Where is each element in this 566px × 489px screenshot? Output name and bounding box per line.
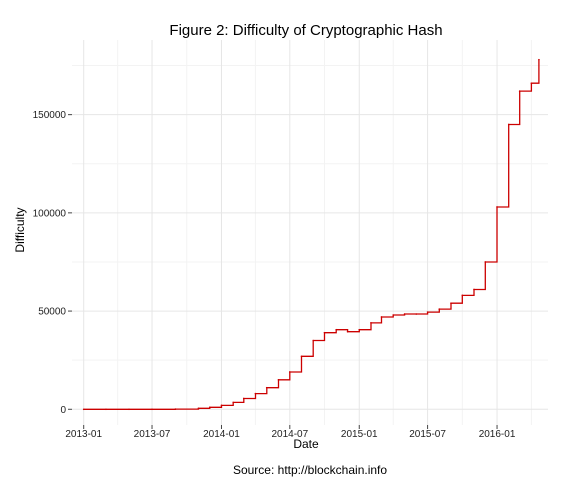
source-caption: Source: http://blockchain.info (233, 463, 387, 477)
data-point (538, 58, 540, 61)
y-tick-label: 100000 (33, 208, 67, 219)
data-point (208, 406, 211, 409)
data-point (335, 328, 338, 331)
x-axis-label: Date (293, 437, 319, 451)
data-point (323, 331, 326, 334)
x-axis-ticks: 2013-01 2013-07 2014-01 2014-07 2015-01 2015-… (65, 425, 516, 440)
x-tick-label: 2014-07 (271, 429, 308, 440)
x-tick-label: 2015-07 (409, 429, 446, 440)
data-point (438, 308, 441, 310)
data-point (346, 330, 349, 333)
x-tick-label: 2016-01 (479, 429, 516, 440)
y-tick-label: 0 (60, 405, 66, 416)
y-axis-label: Difficulty (13, 207, 27, 252)
data-point (254, 392, 257, 395)
data-point (450, 302, 452, 305)
data-point (518, 90, 521, 92)
data-point (220, 404, 223, 407)
data-point (151, 408, 153, 411)
data-point (128, 408, 130, 411)
data-point (82, 408, 85, 411)
data-point (507, 123, 510, 126)
data-point (289, 371, 291, 373)
data-point (277, 379, 280, 381)
x-tick-label: 2013-07 (134, 429, 171, 440)
data-point (242, 397, 245, 400)
data-point (312, 339, 315, 342)
data-point (370, 322, 372, 324)
data-point (484, 261, 487, 263)
series-layer (82, 58, 540, 411)
gridlines (72, 40, 548, 425)
data-point (380, 316, 383, 318)
data-point (300, 355, 303, 358)
data-point (530, 82, 533, 85)
data-point (426, 311, 429, 313)
data-point (403, 313, 406, 315)
data-point (392, 314, 395, 316)
y-axis-ticks: 0 50000 100000 150000 (33, 110, 72, 416)
data-point (265, 386, 268, 389)
x-tick-label: 2013-01 (65, 429, 102, 440)
data-point (174, 408, 177, 410)
data-point (232, 401, 234, 404)
data-point (358, 328, 361, 331)
x-tick-label: 2014-01 (203, 429, 240, 440)
data-point (415, 313, 418, 315)
x-tick-label: 2015-01 (341, 429, 378, 440)
data-point (105, 408, 107, 411)
data-point (496, 206, 498, 208)
data-point (461, 294, 464, 297)
y-tick-label: 150000 (33, 110, 67, 121)
y-tick-label: 50000 (38, 307, 66, 318)
data-point (197, 407, 200, 410)
chart-title: Figure 2: Difficulty of Cryptographic Ha… (169, 22, 442, 39)
data-point (473, 288, 475, 291)
